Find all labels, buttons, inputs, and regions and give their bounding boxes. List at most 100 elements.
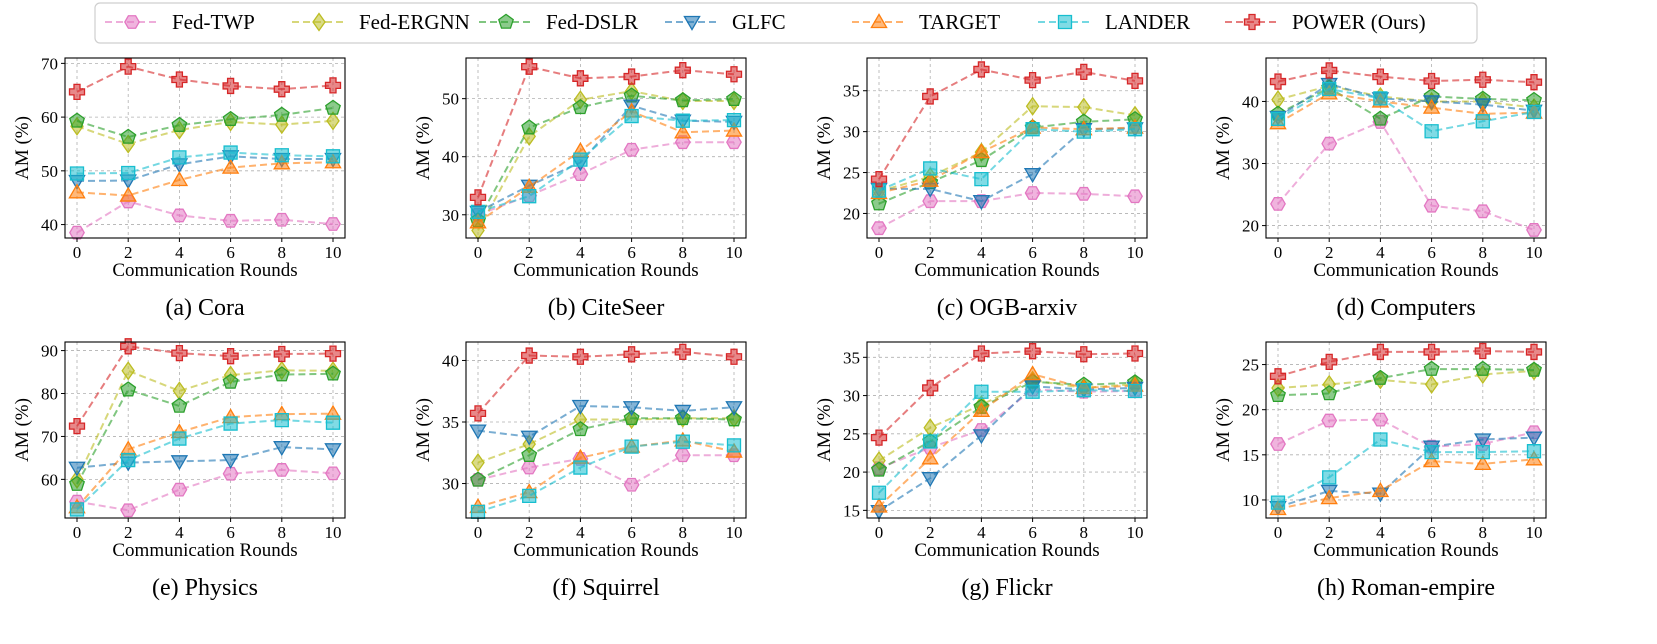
series-line: [879, 127, 1136, 203]
panel-caption: (e) Physics: [152, 575, 258, 601]
series-line: [878, 105, 1136, 193]
data-point: [119, 186, 137, 202]
series-power-ours: [469, 343, 743, 422]
data-point: [68, 183, 86, 199]
data-point: [1525, 431, 1543, 447]
data-point: [522, 189, 537, 204]
y-axis-label: AM (%): [413, 116, 434, 180]
x-tick-label: 8: [1080, 523, 1089, 542]
x-tick-label: 10: [325, 523, 342, 542]
data-point: [1474, 71, 1491, 88]
data-point: [922, 88, 939, 105]
series-fed-dslr: [69, 99, 341, 144]
series-line: [76, 161, 334, 197]
y-tick-label: 20: [1242, 401, 1259, 420]
series-line: [1277, 436, 1535, 509]
y-tick-label: 40: [1242, 92, 1259, 111]
data-point: [120, 338, 137, 355]
chart-panel-citeseer: 0 2 4 6 8 10 30 40 50 Communication Rounds AM (%) (…: [413, 57, 747, 321]
x-tick-label: 2: [926, 243, 935, 262]
y-axis-label: AM (%): [413, 398, 434, 462]
data-point: [120, 58, 137, 75]
y-tick-label: 20: [843, 204, 860, 223]
data-point: [221, 453, 240, 469]
panel-caption: (a) Cora: [165, 295, 245, 321]
panel-caption: (h) Roman-empire: [1317, 575, 1495, 601]
data-point: [726, 112, 742, 128]
data-point: [1025, 96, 1040, 116]
series-line: [477, 65, 735, 198]
x-tick-label: 10: [1127, 243, 1144, 262]
series-line: [76, 151, 334, 175]
data-point: [1525, 343, 1543, 361]
data-point: [121, 361, 135, 381]
series-line: [477, 104, 735, 213]
data-point: [1423, 360, 1440, 376]
legend-entry-lander: LANDER: [1038, 10, 1190, 34]
legend-label: POWER (Ours): [1292, 10, 1426, 34]
data-point: [521, 446, 538, 463]
series-line: [878, 380, 1136, 471]
data-point: [273, 463, 290, 477]
x-tick-label: 2: [525, 243, 534, 262]
series-fed-twp: [1270, 412, 1542, 454]
data-point: [675, 434, 690, 449]
series-fed-ergnn: [471, 81, 741, 241]
x-tick-label: 4: [175, 243, 184, 262]
x-tick-label: 0: [474, 243, 483, 262]
series-line: [76, 419, 334, 511]
data-point: [870, 497, 888, 513]
series-fed-twp: [69, 463, 341, 518]
series-line: [477, 350, 735, 415]
data-point: [273, 81, 290, 98]
data-point: [1475, 114, 1490, 129]
chart-panel-squirrel: 0 2 4 6 8 10 30 35 40 Communication Rounds AM (%) (…: [413, 341, 747, 601]
data-point: [222, 466, 239, 481]
series-lander: [69, 145, 341, 181]
x-tick-label: 2: [124, 243, 133, 262]
data-point: [1321, 385, 1338, 401]
series-line: [1277, 92, 1535, 125]
series-line: [76, 446, 334, 469]
y-axis-label: AM (%): [814, 116, 835, 180]
data-point: [274, 412, 289, 428]
series-fed-dslr: [470, 409, 742, 487]
data-point: [69, 112, 85, 128]
y-tick-label: 30: [442, 475, 459, 494]
legend-marker-pentagon: [498, 13, 514, 29]
data-point: [1270, 111, 1286, 126]
data-point: [222, 348, 239, 365]
series-line: [1277, 84, 1535, 109]
series-line: [76, 412, 334, 508]
legend-entry-power-ours: POWER (Ours): [1225, 10, 1426, 34]
y-axis-label: AM (%): [12, 116, 33, 180]
chart-panel-ogb-arxiv: 0 2 4 6 8 10 20 25 30 35 Communication Rounds AM (%…: [814, 57, 1148, 321]
x-tick-label: 6: [1427, 523, 1436, 542]
series-line: [878, 126, 1136, 194]
x-tick-label: 8: [679, 523, 688, 542]
data-point: [1474, 204, 1491, 219]
data-point: [274, 148, 289, 163]
plot-frame: [64, 341, 346, 519]
data-point: [726, 411, 742, 427]
series-line: [1277, 458, 1535, 510]
data-point: [674, 343, 691, 360]
data-point: [324, 345, 342, 362]
data-point: [520, 430, 538, 446]
x-tick-label: 10: [1526, 523, 1543, 542]
data-point: [221, 158, 240, 174]
series-line: [477, 141, 734, 216]
series-line: [878, 350, 1136, 439]
data-point: [273, 441, 291, 457]
y-tick-label: 50: [442, 90, 459, 109]
x-tick-label: 6: [1028, 523, 1037, 542]
x-tick-label: 0: [73, 523, 82, 542]
data-point: [573, 460, 588, 475]
y-tick-label: 15: [1242, 446, 1259, 465]
x-axis-label: Communication Rounds: [513, 540, 698, 561]
y-tick-label: 35: [843, 82, 860, 101]
data-point: [1372, 369, 1389, 385]
series-line: [76, 155, 333, 183]
series-glfc: [870, 122, 1144, 211]
data-point: [624, 108, 639, 124]
